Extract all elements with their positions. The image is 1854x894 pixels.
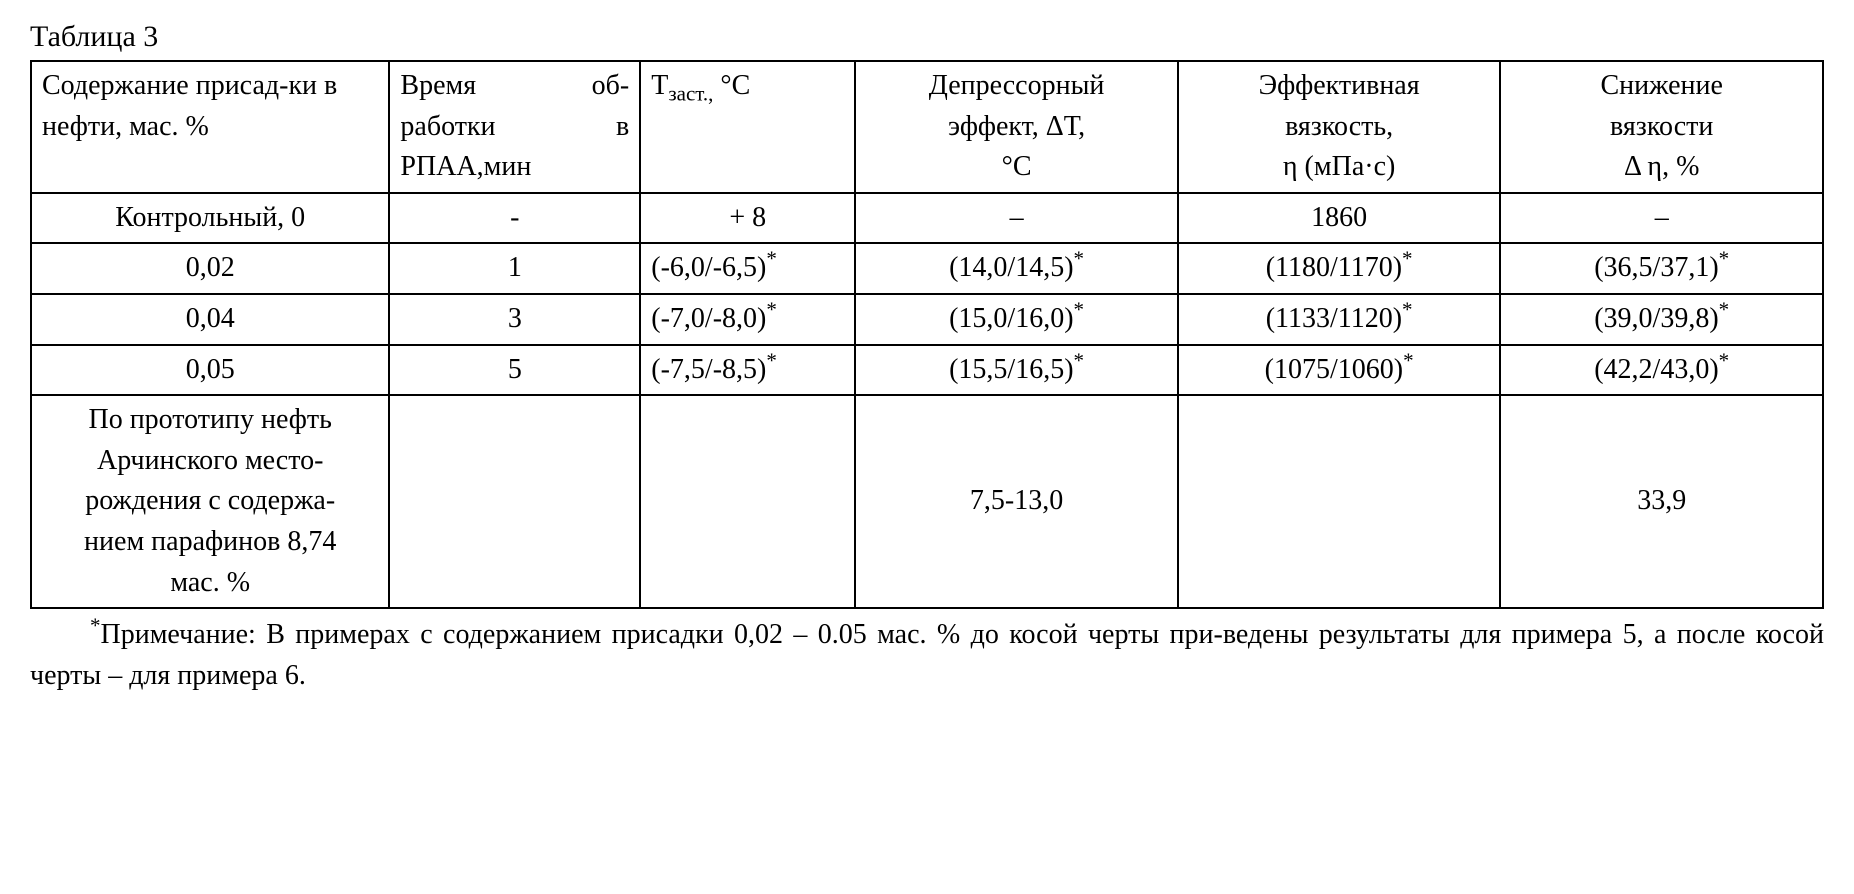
table-cell: Контрольный, 0: [31, 193, 389, 244]
col-header-time: Время об- работки в РПАА,мин: [389, 61, 640, 193]
col-header-depressor-l2: эффект, ΔТ,: [866, 107, 1167, 148]
table-cell: 5: [389, 345, 640, 396]
table-cell: (-6,0/-6,5)*: [640, 243, 855, 294]
table-cell: [1178, 395, 1501, 608]
col-header-depressor-l3: °С: [866, 147, 1167, 188]
table-cell: (1180/1170)*: [1178, 243, 1501, 294]
col-header-time-l3: РПАА,мин: [400, 147, 629, 188]
table-cell: (14,0/14,5)*: [855, 243, 1178, 294]
col-header-viscosity-l1: Эффективная: [1189, 66, 1490, 107]
prototype-label-line: По прототипу нефть: [42, 400, 378, 441]
table-body: Контрольный, 0-+ 8–1860–0,021(-6,0/-6,5)…: [31, 193, 1823, 608]
prototype-label-line: нием парафинов 8,74: [42, 522, 378, 563]
table-cell: 0,05: [31, 345, 389, 396]
table-cell: (39,0/39,8)*: [1500, 294, 1823, 345]
table-cell: [640, 395, 855, 608]
cell-value: (14,0/14,5): [949, 252, 1073, 283]
col-header-time-l1: Время об-: [400, 66, 629, 107]
cell-asterisk: *: [1074, 247, 1085, 271]
cell-value: (-6,0/-6,5): [651, 252, 766, 283]
cell-asterisk: *: [1074, 348, 1085, 372]
cell-value: –: [1655, 202, 1669, 233]
prototype-label-cell: По прототипу нефтьАрчинского место-рожде…: [31, 395, 389, 608]
table-cell: + 8: [640, 193, 855, 244]
table-cell: (15,5/16,5)*: [855, 345, 1178, 396]
footnote-text: Примечание: В примерах с содержанием при…: [30, 619, 1824, 691]
cell-value: (15,0/16,0): [949, 303, 1073, 334]
col-header-time-l2: работки в: [400, 107, 629, 148]
table-cell: 7,5-13,0: [855, 395, 1178, 608]
table-cell: 0,02: [31, 243, 389, 294]
col-header-reduction-l1: Снижение: [1511, 66, 1812, 107]
table-cell: -: [389, 193, 640, 244]
table-cell: 3: [389, 294, 640, 345]
col-header-temp-prefix: Т: [651, 70, 668, 101]
table-caption: Таблица 3: [30, 20, 1824, 54]
table-footnote: *Примечание: В примерах с содержанием пр…: [30, 615, 1824, 696]
table-cell: 1860: [1178, 193, 1501, 244]
col-header-viscosity: Эффективная вязкость, η (мПа·с): [1178, 61, 1501, 193]
table-cell: 1: [389, 243, 640, 294]
cell-asterisk: *: [1074, 298, 1085, 322]
table-row: По прототипу нефтьАрчинского место-рожде…: [31, 395, 1823, 608]
cell-value: (15,5/16,5): [949, 354, 1073, 385]
table-row: 0,055(-7,5/-8,5)*(15,5/16,5)*(1075/1060)…: [31, 345, 1823, 396]
cell-value: –: [1010, 202, 1024, 233]
data-table: Содержание присад-ки в нефти, мас. % Вре…: [30, 60, 1824, 609]
cell-asterisk: *: [766, 247, 777, 271]
col-header-temp-suffix: °С: [713, 70, 750, 101]
col-header-temp: Тзаст., °С: [640, 61, 855, 193]
col-header-viscosity-l2: вязкость,: [1189, 107, 1490, 148]
cell-asterisk: *: [1403, 348, 1414, 372]
table-cell: (36,5/37,1)*: [1500, 243, 1823, 294]
cell-asterisk: *: [766, 348, 777, 372]
table-cell: (1133/1120)*: [1178, 294, 1501, 345]
cell-asterisk: *: [1402, 247, 1413, 271]
col-header-additive: Содержание присад-ки в нефти, мас. %: [31, 61, 389, 193]
table-cell: –: [1500, 193, 1823, 244]
table-cell: (-7,0/-8,0)*: [640, 294, 855, 345]
table-cell: (-7,5/-8,5)*: [640, 345, 855, 396]
table-cell: [389, 395, 640, 608]
table-cell: –: [855, 193, 1178, 244]
col-header-reduction-l3: Δ η, %: [1511, 147, 1812, 188]
col-header-temp-sub: заст.,: [668, 82, 713, 106]
prototype-label-line: мас. %: [42, 563, 378, 604]
cell-asterisk: *: [1719, 247, 1730, 271]
cell-asterisk: *: [766, 298, 777, 322]
cell-value: (42,2/43,0): [1594, 354, 1718, 385]
col-header-depressor: Депрессорный эффект, ΔТ, °С: [855, 61, 1178, 193]
cell-value: (1133/1120): [1266, 303, 1402, 334]
prototype-label-line: рождения с содержа-: [42, 481, 378, 522]
table-row: 0,021(-6,0/-6,5)*(14,0/14,5)*(1180/1170)…: [31, 243, 1823, 294]
cell-asterisk: *: [1719, 348, 1730, 372]
cell-value: 1860: [1311, 202, 1367, 233]
cell-value: + 8: [729, 202, 766, 233]
table-header-row: Содержание присад-ки в нефти, мас. % Вре…: [31, 61, 1823, 193]
cell-value: (1075/1060): [1265, 354, 1403, 385]
table-row: 0,043(-7,0/-8,0)*(15,0/16,0)*(1133/1120)…: [31, 294, 1823, 345]
col-header-viscosity-l3: η (мПа·с): [1189, 147, 1490, 188]
table-cell: (1075/1060)*: [1178, 345, 1501, 396]
col-header-reduction-l2: вязкости: [1511, 107, 1812, 148]
cell-asterisk: *: [1402, 298, 1413, 322]
table-cell: 0,04: [31, 294, 389, 345]
cell-value: (36,5/37,1): [1594, 252, 1718, 283]
cell-asterisk: *: [1719, 298, 1730, 322]
prototype-label-line: Арчинского место-: [42, 441, 378, 482]
table-row: Контрольный, 0- + 8 – 1860 –: [31, 193, 1823, 244]
cell-value: (-7,5/-8,5): [651, 354, 766, 385]
table-cell: (42,2/43,0)*: [1500, 345, 1823, 396]
cell-value: (-7,0/-8,0): [651, 303, 766, 334]
cell-value: (39,0/39,8): [1594, 303, 1718, 334]
cell-value: (1180/1170): [1266, 252, 1402, 283]
footnote-asterisk: *: [90, 614, 101, 638]
table-cell: 33,9: [1500, 395, 1823, 608]
table-cell: (15,0/16,0)*: [855, 294, 1178, 345]
col-header-reduction: Снижение вязкости Δ η, %: [1500, 61, 1823, 193]
col-header-depressor-l1: Депрессорный: [866, 66, 1167, 107]
